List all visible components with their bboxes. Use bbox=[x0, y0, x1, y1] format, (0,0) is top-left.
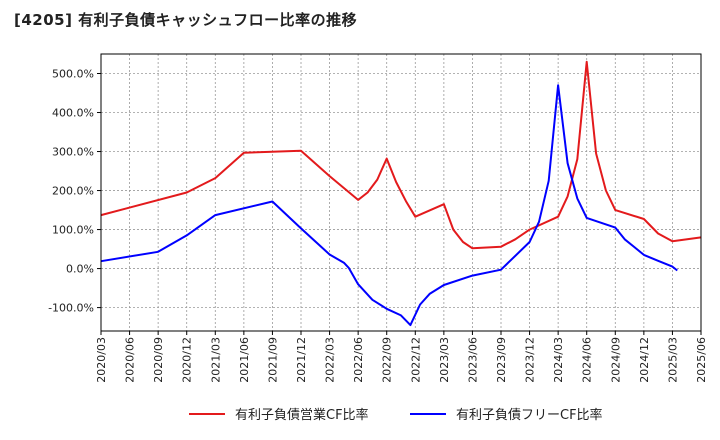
y-tick-label: 300.0% bbox=[52, 146, 94, 159]
plot-frame bbox=[100, 53, 702, 332]
x-tick-label: 2023/03 bbox=[438, 337, 451, 383]
x-tick-label: 2022/12 bbox=[409, 337, 422, 383]
series-line-operating-cf bbox=[100, 60, 702, 250]
chart-title: [4205] 有利子負債キャッシュフロー比率の推移 bbox=[14, 11, 358, 29]
x-tick-label: 2024/03 bbox=[552, 337, 565, 383]
y-tick-label: 0.0% bbox=[66, 263, 94, 276]
x-tick-label: 2020/06 bbox=[124, 337, 137, 383]
y-tick-label: 200.0% bbox=[52, 185, 94, 198]
x-tick-label: 2025/06 bbox=[695, 337, 708, 383]
legend-label-operating-cf: 有利子負債営業CF比率 bbox=[235, 408, 369, 423]
x-tick-label: 2020/03 bbox=[95, 337, 108, 383]
x-tick-label: 2021/12 bbox=[295, 337, 308, 383]
x-tick-label: 2020/09 bbox=[152, 337, 165, 383]
x-tick-label: 2024/06 bbox=[581, 337, 594, 383]
legend-label-free-cf: 有利子負債フリーCF比率 bbox=[456, 408, 603, 423]
x-tick-label: 2022/09 bbox=[381, 337, 394, 383]
legend-swatch-blue bbox=[410, 412, 446, 415]
legend-swatch-red bbox=[189, 412, 225, 415]
x-tick-label: 2024/12 bbox=[638, 337, 651, 383]
y-tick-label: 500.0% bbox=[52, 68, 94, 81]
x-tick-label: 2020/12 bbox=[181, 337, 194, 383]
x-tick-label: 2021/06 bbox=[238, 337, 251, 383]
x-tick-label: 2023/06 bbox=[466, 337, 479, 383]
legend: 有利子負債営業CF比率 有利子負債フリーCF比率 bbox=[0, 404, 720, 428]
y-tick-label: 400.0% bbox=[52, 107, 94, 120]
x-tick-label: 2021/09 bbox=[266, 337, 279, 383]
x-tick-label: 2021/03 bbox=[209, 337, 222, 383]
x-tick-label: 2024/09 bbox=[609, 337, 622, 383]
y-tick-label: 100.0% bbox=[52, 224, 94, 237]
x-tick-label: 2025/03 bbox=[666, 337, 679, 383]
x-tick-label: 2022/03 bbox=[324, 337, 337, 383]
legend-item-free-cf: 有利子負債フリーCF比率 bbox=[410, 404, 603, 423]
x-tick-label: 2023/09 bbox=[495, 337, 508, 383]
x-tick-label: 2023/12 bbox=[524, 337, 537, 383]
axis-layer: 2020/03 2020/06 2020/09 2020/12 2021/03 2021/… bbox=[48, 68, 708, 383]
legend-item-operating-cf: 有利子負債営業CF比率 bbox=[189, 404, 369, 423]
series-layer bbox=[100, 60, 702, 327]
series-line-free-cf bbox=[100, 84, 678, 327]
y-tick-label: -100.0% bbox=[48, 302, 94, 315]
x-tick-label: 2022/06 bbox=[352, 337, 365, 383]
